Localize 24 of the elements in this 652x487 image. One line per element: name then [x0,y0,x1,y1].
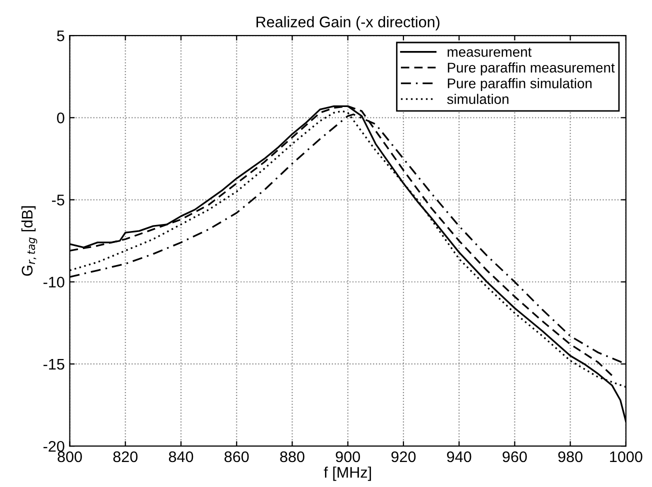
y-tick-label: 5 [57,30,64,42]
x-tick-label: 960 [502,451,527,462]
chart-title: Realized Gain (-x direction) [256,16,440,30]
x-tick-label: 980 [558,451,582,462]
x-tick-label: 860 [224,451,249,462]
x-tick-label: 940 [447,451,472,462]
x-tick-label: 820 [113,451,138,462]
x-tick-label: 920 [391,451,416,462]
x-tick-label: 900 [336,451,360,462]
y-tick-label: 0 [57,112,64,124]
y-tick-label: -15 [44,359,64,370]
x-tick-label: 840 [168,451,194,462]
y-tick-label: -5 [52,194,64,206]
legend-label: Pure paraffin measurement [448,62,615,76]
x-tick-label: 1000 [610,451,642,462]
x-axis-title: f [MHz] [324,466,371,481]
x-tick-label: 880 [280,451,304,462]
legend-label: Pure paraffin simulation [448,78,592,92]
legend-label: simulation [447,94,508,104]
x-tick-label: 800 [58,451,82,462]
legend-label: measurement [448,48,532,57]
y-tick-label: -10 [44,276,64,288]
y-axis-title: G$_{r,tag}$ [dB] [21,206,38,276]
y-tick-label: -20 [44,440,64,452]
